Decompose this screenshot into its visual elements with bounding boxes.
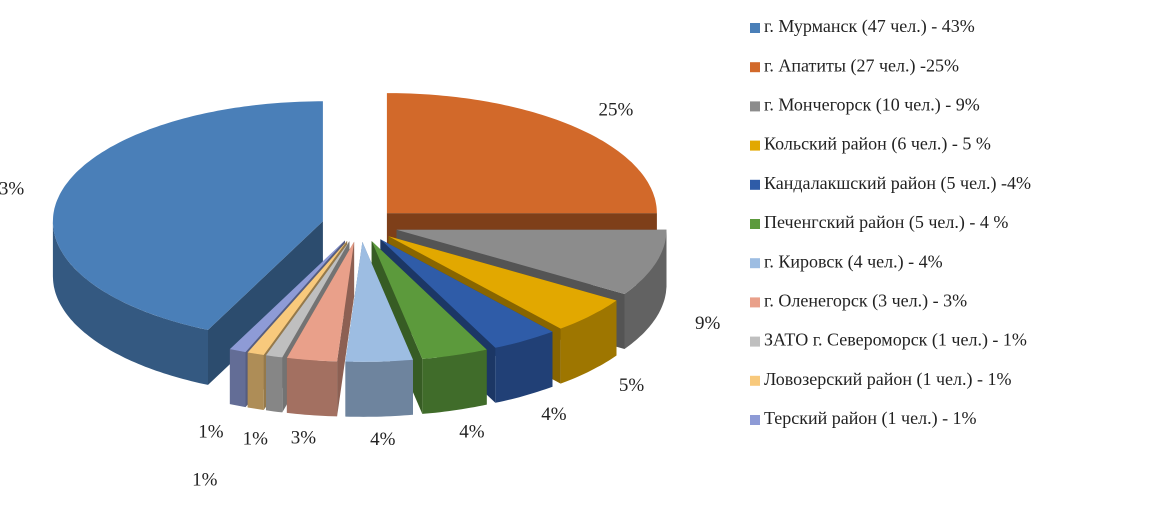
- data-label: 5%: [619, 375, 645, 396]
- legend-label: г. Мурманск (47 чел.) - 43%: [764, 16, 975, 37]
- slice-wall: [229, 349, 246, 408]
- slice-wall: [247, 352, 264, 410]
- legend-label: Печенгский район (5 чел.) - 4 %: [764, 212, 1008, 233]
- data-label: 4%: [370, 429, 396, 450]
- slice-wall: [286, 357, 338, 417]
- slice-wall: [345, 359, 413, 417]
- legend-label: г. Кировск (4 чел.) - 4%: [764, 251, 943, 272]
- slice-top: [396, 229, 667, 294]
- slice-wall: [52, 221, 209, 385]
- legend-label: г. Оленегорск (3 чел.) - 3%: [764, 291, 967, 312]
- slice-wall: [560, 300, 617, 384]
- data-label: 1%: [243, 429, 269, 450]
- legend-swatch: [750, 375, 760, 386]
- legend-swatch: [750, 258, 760, 269]
- legend-swatch: [750, 297, 760, 308]
- slice-wall: [624, 229, 667, 349]
- slice: [345, 241, 413, 417]
- legend-label: г. Апатиты (27 чел.) -25%: [764, 55, 959, 76]
- legend-label: ЗАТО г. Североморск (1 чел.) - 1%: [764, 330, 1027, 351]
- legend-swatch: [750, 219, 760, 229]
- slice-top: [345, 241, 413, 362]
- legend-swatch: [750, 140, 760, 151]
- data-label: 4%: [541, 404, 567, 425]
- slice-top: [386, 93, 657, 214]
- slice-top: [247, 240, 348, 355]
- legend-swatch: [750, 179, 760, 190]
- slice-top: [52, 101, 323, 330]
- slice-wall: [266, 355, 283, 413]
- data-label: 1%: [192, 469, 218, 490]
- legend-swatch: [750, 336, 760, 347]
- legend-label: Кольский район (6 чел.) - 5 %: [764, 134, 991, 155]
- slice-top: [388, 236, 617, 329]
- legend-swatch: [750, 101, 760, 112]
- slice-wall: [422, 349, 487, 414]
- legend-label: Ловозерский район (1 чел.) - 1%: [764, 369, 1012, 390]
- legend-swatch: [750, 415, 760, 425]
- data-label: 25%: [599, 100, 634, 121]
- data-label: 3%: [291, 427, 317, 448]
- slice-top: [371, 241, 487, 359]
- slice-wall: [495, 331, 553, 403]
- legend-label: Кандалакшский район (5 чел.) -4%: [764, 173, 1031, 194]
- slice-top: [266, 241, 350, 358]
- legend-label: г. Мончегорск (10 чел.) - 9%: [764, 95, 980, 116]
- slice-top: [286, 241, 355, 362]
- slice-top: [380, 239, 553, 348]
- data-label: 9%: [695, 313, 721, 334]
- data-label: 43%: [0, 178, 24, 199]
- data-label: 4%: [459, 421, 485, 442]
- slice-top: [229, 240, 345, 353]
- legend-swatch: [750, 23, 760, 33]
- legend-label: Терский район (1 чел.) - 1%: [764, 408, 977, 429]
- data-label: 1%: [198, 422, 224, 443]
- legend-swatch: [750, 62, 760, 73]
- slice: [286, 241, 355, 417]
